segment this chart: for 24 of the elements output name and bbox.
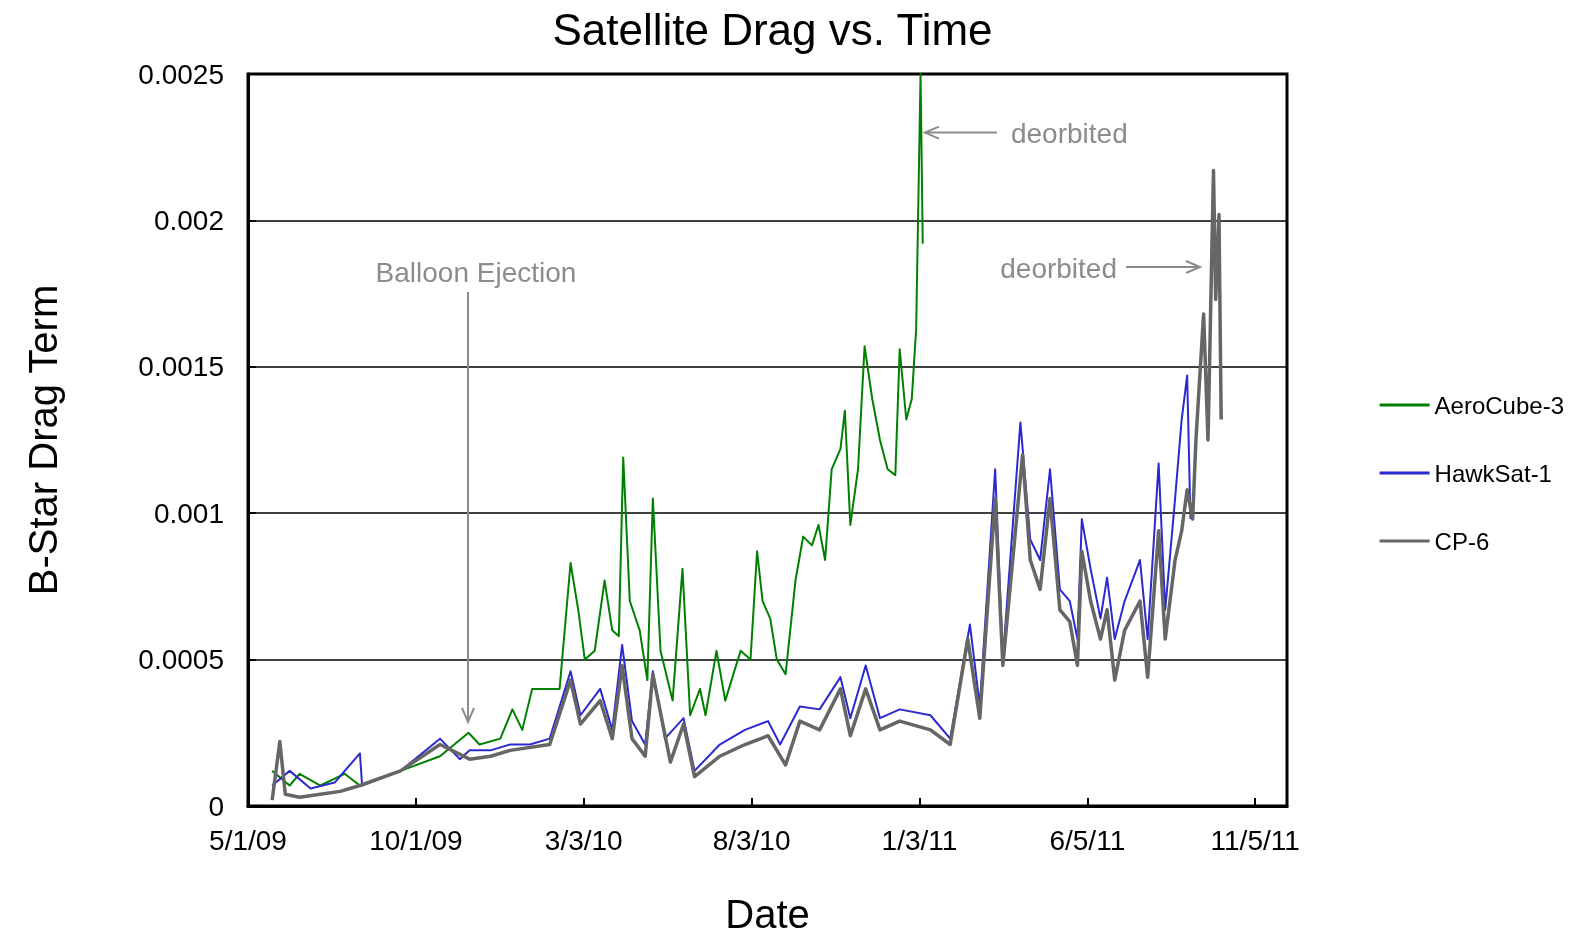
x-tick-label: 11/5/11 [1210,824,1300,856]
x-tick-label: 6/5/11 [1049,824,1126,856]
x-tick-label: 8/3/10 [712,824,791,856]
y-tick-label: 0.001 [153,497,224,529]
x-tick-label: 1/3/11 [881,824,958,856]
annotation: deorbited [1000,252,1117,284]
x-tick-label: 5/1/09 [209,824,287,856]
x-axis-title: Date [725,892,810,936]
annotation: deorbited [1010,118,1128,150]
x-tick-label: 10/1/09 [369,824,463,856]
x-tick-label: 3/3/10 [544,824,623,856]
y-tick-label: 0.0025 [138,58,224,90]
y-tick-label: 0 [208,790,224,822]
line-series [271,73,924,787]
legend-label: HawkSat-1 [1434,459,1552,487]
legend-label: CP-6 [1434,527,1490,555]
annotation: Balloon Ejection [375,256,577,288]
y-tick-label: 0.002 [153,204,224,236]
y-tick-label: 0.0015 [138,351,224,383]
chart-title: Satellite Drag vs. Time [552,4,993,54]
y-axis-title: B-Star Drag Term [21,284,65,596]
legend-label: AeroCube-3 [1434,391,1565,419]
line-series [270,168,1223,802]
y-tick-label: 0.0005 [138,644,224,676]
